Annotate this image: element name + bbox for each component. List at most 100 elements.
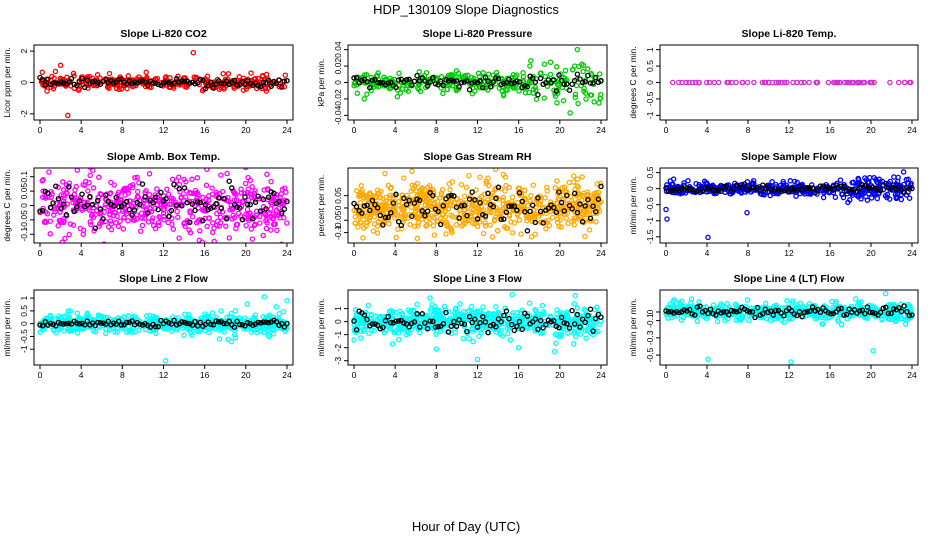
data-point	[696, 79, 702, 86]
data-point	[268, 195, 274, 201]
overlay-point	[257, 320, 264, 326]
overlay-point	[176, 79, 183, 85]
data-point	[862, 175, 868, 181]
overlay-point	[754, 304, 761, 311]
overlay-point	[731, 186, 737, 192]
data-point	[437, 216, 444, 222]
overlay-point	[532, 79, 539, 85]
data-point	[844, 79, 850, 86]
data-point	[115, 189, 122, 196]
data-point	[527, 63, 533, 69]
data-point	[554, 216, 561, 222]
panel-title: Slope Amb. Box Temp.	[107, 151, 220, 163]
panel-title: Slope Li-820 CO2	[120, 28, 207, 40]
overlay-point	[210, 85, 217, 91]
overlay-point	[582, 203, 588, 209]
data-point	[466, 172, 472, 179]
data-point	[226, 198, 232, 205]
data-point	[153, 330, 159, 337]
data-point	[440, 211, 447, 218]
overlay-point	[171, 80, 177, 87]
data-point	[898, 196, 905, 203]
overlay-point	[123, 198, 130, 205]
data-point	[139, 222, 146, 229]
data-point	[582, 233, 588, 240]
outlier-point	[596, 100, 602, 106]
overlay-point	[247, 201, 253, 208]
data-point	[191, 74, 197, 80]
data-point	[533, 87, 539, 93]
data-point	[407, 221, 413, 228]
overlay-point	[372, 201, 378, 208]
overlay-point	[116, 203, 122, 210]
overlay-point	[76, 198, 83, 204]
overlay-point	[585, 312, 591, 319]
data-point	[150, 215, 156, 221]
overlay-point	[464, 328, 470, 335]
outlier-point	[788, 359, 794, 365]
data-point	[360, 194, 367, 201]
x-tick-label: 20	[555, 125, 565, 135]
data-point	[485, 87, 491, 93]
x-tick-label: 8	[120, 125, 125, 135]
overlay-point	[87, 193, 93, 200]
data-point	[669, 79, 676, 86]
overlay-point	[123, 81, 130, 87]
data-point	[383, 194, 389, 200]
data-point	[351, 82, 357, 89]
data-point	[539, 312, 546, 318]
panel-title: Slope Li-820 Temp.	[742, 28, 837, 40]
x-tick-label: 8	[434, 248, 439, 258]
overlay-point	[395, 218, 402, 225]
x-tick-label: 12	[473, 125, 483, 135]
data-point	[368, 311, 375, 318]
overlay-point	[364, 316, 370, 323]
data-point	[806, 79, 812, 86]
y-axis-label: ml/min per min.	[316, 298, 326, 356]
data-point	[451, 200, 458, 206]
data-point	[194, 175, 201, 181]
data-point	[751, 79, 757, 86]
data-point	[532, 306, 538, 313]
data-point	[116, 208, 122, 214]
overlay-point	[856, 185, 863, 192]
data-point	[87, 168, 94, 171]
overlay-point	[501, 312, 507, 319]
overlay-point	[859, 182, 866, 188]
data-point	[683, 79, 689, 86]
overlay-point	[574, 311, 581, 318]
data-point	[433, 331, 439, 338]
overlay-point	[58, 79, 64, 85]
data-point	[581, 85, 587, 92]
data-point	[144, 201, 150, 207]
data-point	[438, 219, 444, 225]
overlay-point	[817, 183, 824, 189]
data-point	[84, 199, 90, 206]
overlay-point	[587, 306, 594, 312]
data-point	[61, 195, 67, 201]
overlay-point	[783, 186, 790, 192]
overlay-point	[173, 75, 180, 82]
overlay-point	[265, 319, 272, 326]
overlay-point	[265, 77, 272, 84]
overlay-point	[395, 77, 402, 83]
data-point	[560, 97, 567, 104]
overlay-point	[781, 312, 787, 319]
overlay-point	[801, 185, 808, 191]
data-points	[669, 79, 914, 86]
overlay-point	[252, 199, 259, 205]
data-point	[710, 302, 717, 308]
y-tick-label: 0	[333, 80, 343, 85]
overlay-point	[472, 316, 478, 322]
overlay-point	[150, 199, 156, 206]
data-point	[443, 231, 449, 237]
data-point	[204, 223, 210, 230]
data-point	[485, 175, 491, 181]
overlay-point	[877, 187, 884, 194]
data-point	[431, 214, 437, 221]
overlay-point	[577, 324, 583, 330]
x-tick-label: 16	[825, 248, 835, 258]
data-point	[107, 208, 114, 214]
overlay-point	[838, 305, 845, 312]
overlay-point	[877, 309, 884, 316]
